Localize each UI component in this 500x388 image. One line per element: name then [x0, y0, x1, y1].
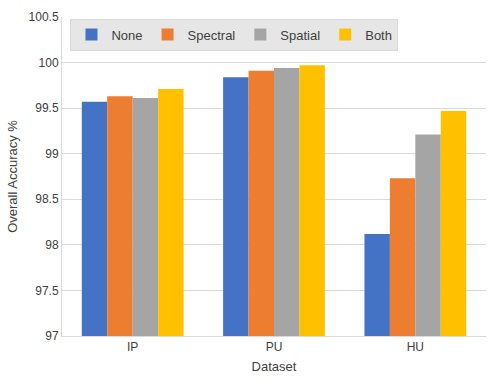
svg-text:Dataset: Dataset	[252, 359, 297, 374]
svg-text:97: 97	[45, 329, 59, 343]
svg-text:IP: IP	[127, 340, 138, 354]
svg-text:100.5: 100.5	[29, 10, 59, 24]
svg-text:Both: Both	[365, 28, 392, 43]
svg-text:Overall Accuracy %: Overall Accuracy %	[5, 120, 20, 233]
svg-text:Spatial: Spatial	[280, 28, 320, 43]
svg-text:PU: PU	[266, 340, 283, 354]
svg-text:98.5: 98.5	[35, 192, 59, 206]
svg-text:98: 98	[45, 238, 59, 252]
svg-text:99.5: 99.5	[35, 101, 59, 115]
svg-text:Spectral: Spectral	[188, 28, 236, 43]
svg-text:None: None	[111, 28, 142, 43]
svg-text:97.5: 97.5	[35, 284, 59, 298]
svg-text:HU: HU	[407, 340, 424, 354]
svg-text:99: 99	[45, 147, 59, 161]
svg-text:100: 100	[39, 56, 59, 70]
